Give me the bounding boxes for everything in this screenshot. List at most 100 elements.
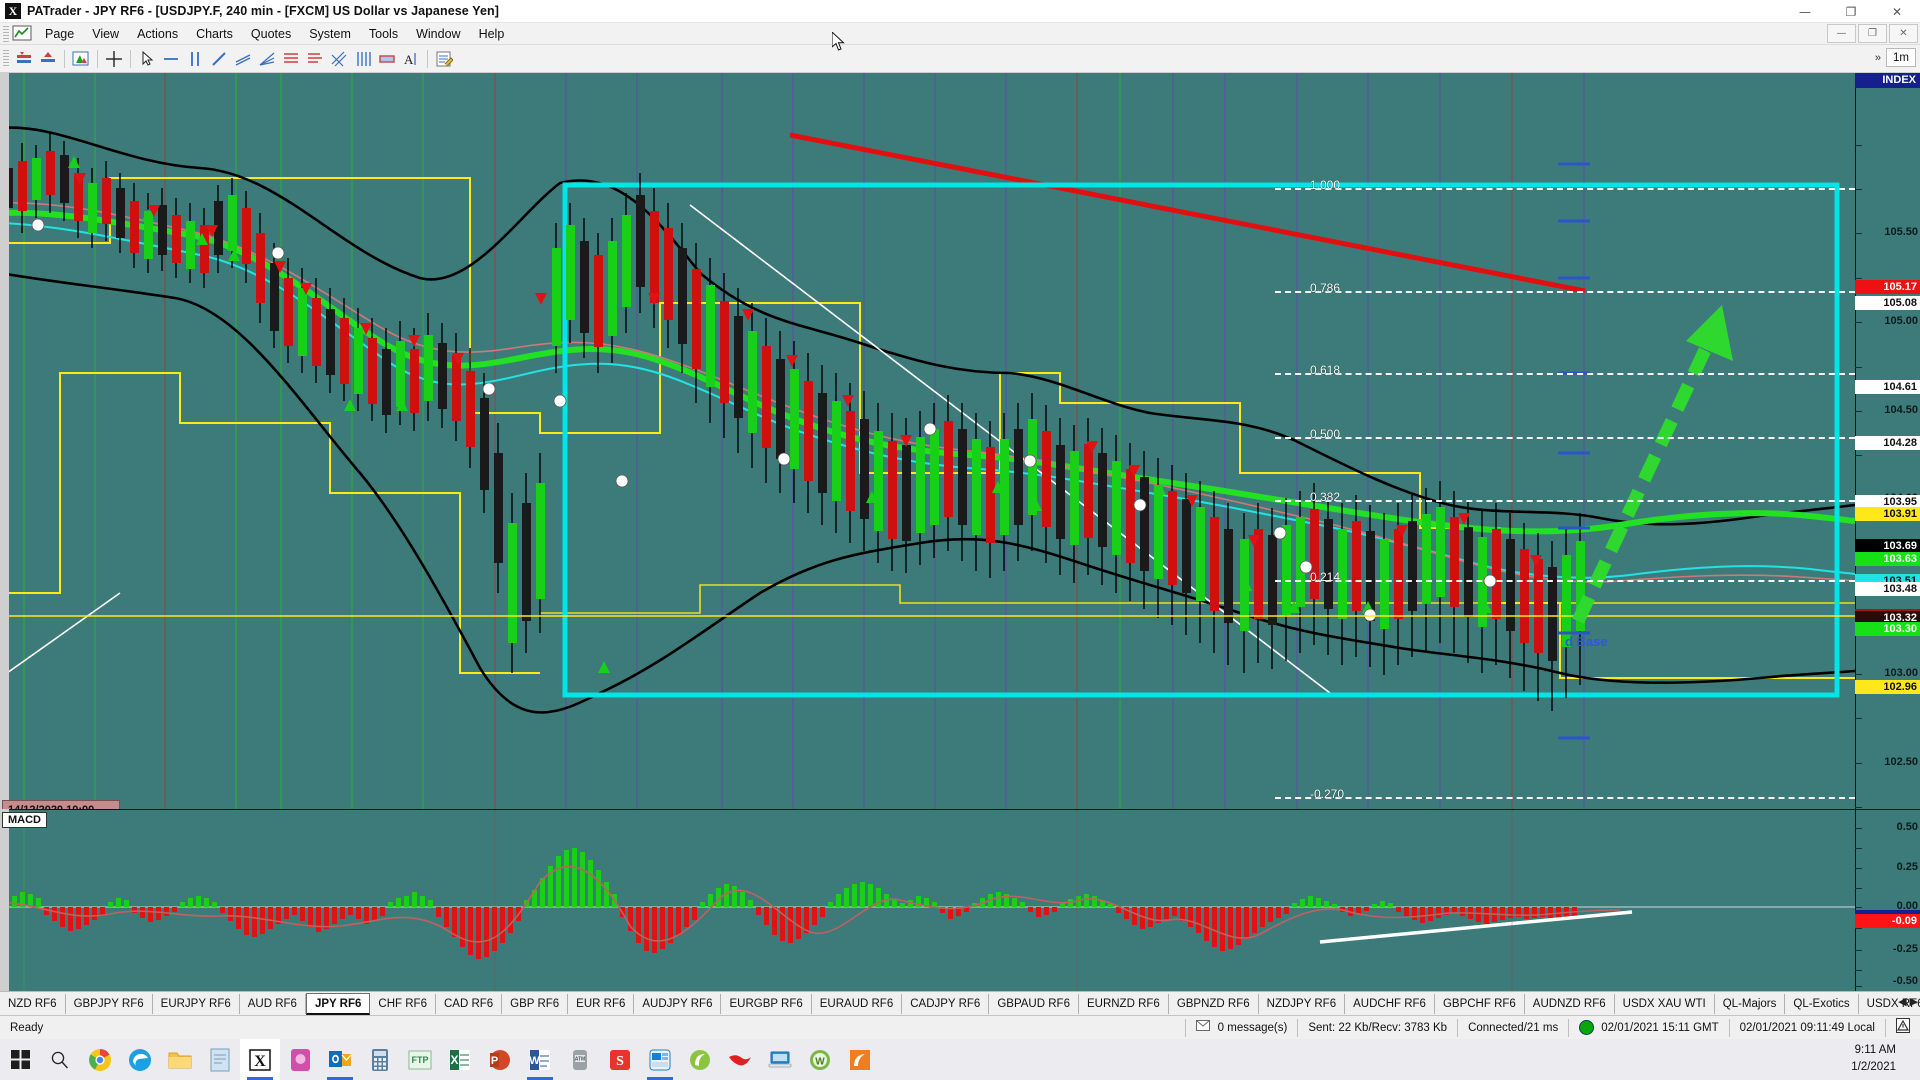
app-icon: X [5,3,21,19]
fib-timezone-icon[interactable] [304,48,326,70]
minimize-button[interactable]: — [1799,4,1811,19]
mdi-close-button[interactable]: ✕ [1889,24,1918,43]
ohlc-timestamp: 14/12/2020 10:00 [8,804,115,809]
word-icon[interactable]: W [520,1039,560,1080]
symbol-tab-usdx-xau-wti[interactable]: USDX XAU WTI [1615,993,1715,1014]
menu-item-window[interactable]: Window [416,26,461,41]
menu-gripper[interactable] [3,25,9,42]
symbol-tab-gbp[interactable]: GBP RF6 [502,993,569,1014]
zoom-out-icon[interactable] [13,48,35,70]
toolbar-gripper[interactable] [3,49,9,68]
menu-item-view[interactable]: View [92,26,120,41]
chart-area[interactable]: 1.000 0.786 0.618 0.500 0.382 0.214 -0.2… [0,73,1920,991]
edge-icon[interactable] [120,1039,160,1080]
symbol-tab-chf[interactable]: CHF RF6 [370,993,436,1014]
outlook-icon[interactable] [320,1039,360,1080]
notepad-icon[interactable] [200,1039,240,1080]
symbol-tab-eur[interactable]: EUR RF6 [568,993,635,1014]
chrome-icon[interactable] [80,1039,120,1080]
close-button[interactable]: ✕ [1891,4,1903,19]
trendline-icon[interactable] [208,48,230,70]
macd-panel[interactable]: MACD [0,809,1920,991]
price-panel[interactable]: 1.000 0.786 0.618 0.500 0.382 0.214 -0.2… [0,73,1920,809]
zoom-in-icon[interactable] [37,48,59,70]
chart-menu-icon[interactable] [12,25,32,43]
symbol-tab-audjpy[interactable]: AUDJPY RF6 [634,993,722,1014]
svg-text:W: W [815,1056,825,1067]
price-chart-canvas[interactable] [0,73,1920,809]
menu-item-help[interactable]: Help [478,26,505,41]
symbol-tab-aud[interactable]: AUD RF6 [240,993,306,1014]
calculator-icon[interactable] [360,1039,400,1080]
symbol-tab-cad[interactable]: CAD RF6 [436,993,503,1014]
price-axis[interactable]: INDEX 105.50 105.00 104.50 104.00 103.50… [1855,73,1920,809]
gann-icon[interactable] [328,48,350,70]
symbol-tab-nzdjpy[interactable]: NZDJPY RF6 [1259,993,1346,1014]
nvidia-icon[interactable] [680,1039,720,1080]
symbol-tab-audnzd[interactable]: AUDNZD RF6 [1525,993,1615,1014]
system-clock[interactable]: 9:11 AM 1/2/2021 [1851,1042,1896,1076]
text-tool-icon[interactable]: A [400,48,422,70]
symbol-tab-eurjpy[interactable]: EURJPY RF6 [153,993,240,1014]
fan-icon[interactable] [256,48,278,70]
search-icon[interactable] [40,1039,80,1080]
snagit-icon[interactable]: S [600,1039,640,1080]
macd-chart-canvas[interactable] [0,810,1920,991]
symbol-tab-eurgbp[interactable]: EURGBP RF6 [721,993,812,1014]
tab-scroll-next-button[interactable]: ▶ [1909,996,1918,1008]
remote-desktop-icon[interactable] [760,1039,800,1080]
symbol-tab-gbpjpy[interactable]: GBPJPY RF6 [66,993,153,1014]
orange-app-icon[interactable] [840,1039,880,1080]
timeframe-selector[interactable]: 1m [1886,48,1916,67]
menu-item-page[interactable]: Page [45,26,75,41]
symbol-tab-gbpchf[interactable]: GBPCHF RF6 [1435,993,1525,1014]
restore-button[interactable]: ❐ [1845,4,1857,19]
fib-label-0618: 0.618 [1310,363,1341,377]
menu-item-actions[interactable]: Actions [137,26,179,41]
symbol-tab-jpy[interactable]: JPY RF6 [305,992,371,1015]
symbol-tab-ql-exotics[interactable]: QL-Exotics [1785,993,1859,1014]
macd-axis[interactable]: 0.50 0.25 0.00 -0.25 -0.50 -0.09 [1855,810,1920,991]
mdi-minimize-button[interactable]: — [1827,24,1856,43]
crosshair-icon[interactable] [103,48,125,70]
file-explorer-icon[interactable] [160,1039,200,1080]
patrader-icon[interactable]: X [240,1039,280,1080]
cycle-lines-icon[interactable] [352,48,374,70]
menu-item-system[interactable]: System [309,26,351,41]
symbol-tab-usdx[interactable]: USDX RF6 [1859,994,1920,1014]
symbol-tab-bar[interactable]: NZD RF6 GBPJPY RF6 EURJPY RF6 AUD RF6 JP… [0,991,1920,1015]
symbol-tab-cadjpy[interactable]: CADJPY RF6 [902,993,990,1014]
excel-icon[interactable]: X [440,1039,480,1080]
menu-item-charts[interactable]: Charts [196,26,233,41]
atm-icon[interactable]: ATM [560,1039,600,1080]
menu-item-quotes[interactable]: Quotes [250,26,292,41]
mdi-restore-button[interactable]: ❐ [1858,24,1887,43]
webroot-icon[interactable]: W [800,1039,840,1080]
warning-icon[interactable] [1886,1017,1920,1038]
horizontal-line-icon[interactable] [160,48,182,70]
tab-scroll-prev-button[interactable]: ◀ [1898,996,1907,1008]
photos-icon[interactable] [280,1039,320,1080]
symbol-tab-eurnzd[interactable]: EURNZD RF6 [1079,993,1169,1014]
symbol-tab-euraud[interactable]: EURAUD RF6 [812,993,903,1014]
symbol-tab-ql-majors[interactable]: QL-Majors [1715,993,1786,1014]
notes-icon[interactable] [433,48,455,70]
symbol-tab-gbpaud[interactable]: GBPAUD RF6 [989,993,1079,1014]
pointer-icon[interactable] [136,48,158,70]
signal-markers [31,156,1542,673]
powerpoint-icon[interactable]: P [480,1039,520,1080]
windows-start-icon[interactable] [0,1039,40,1080]
symbol-tab-nzd[interactable]: NZD RF6 [0,993,66,1014]
chart-properties-icon[interactable] [70,48,92,70]
toolbar-overflow-icon[interactable]: » [1874,51,1882,64]
menu-item-tools[interactable]: Tools [368,26,399,41]
symbol-tab-audchf[interactable]: AUDCHF RF6 [1345,993,1435,1014]
symbol-tab-gbpnzd[interactable]: GBPNZD RF6 [1169,993,1259,1014]
channel-icon[interactable] [232,48,254,70]
fib-retracement-icon[interactable] [280,48,302,70]
vertical-line-icon[interactable] [184,48,206,70]
coreftp-icon[interactable]: FTP [400,1039,440,1080]
snagit-editor-icon[interactable] [640,1039,680,1080]
redwing-icon[interactable] [720,1039,760,1080]
rectangle-icon[interactable] [376,48,398,70]
